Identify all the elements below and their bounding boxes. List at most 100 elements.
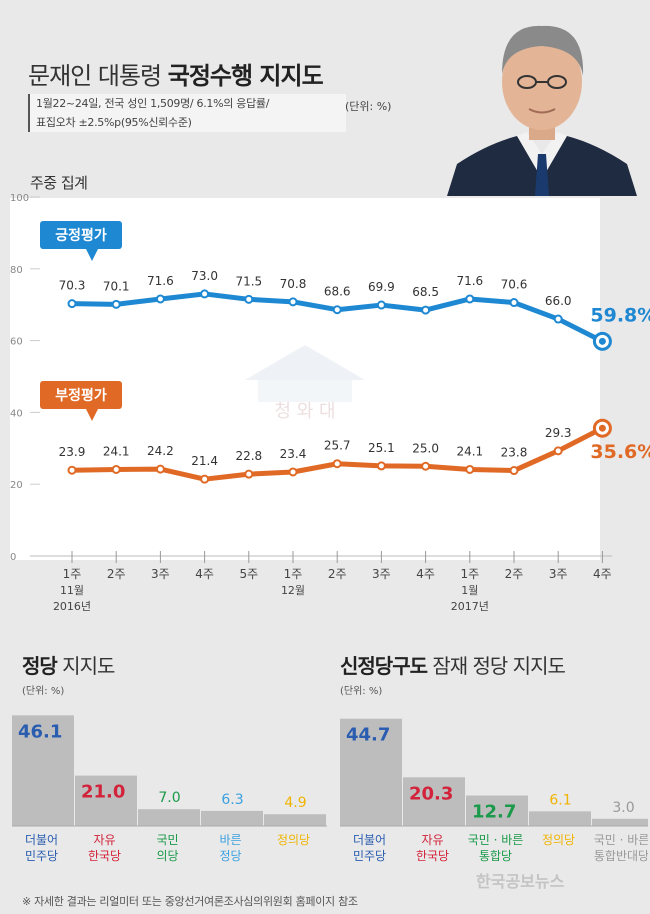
new-party-category-label: 더불어: [353, 833, 386, 847]
page-title: 문재인 대통령 국정수행 지지도: [28, 62, 324, 90]
party-bar: [201, 810, 263, 826]
new-party-value-label: 12.7: [472, 802, 516, 823]
weekly-label: 주중 집계: [30, 174, 88, 192]
new-party-category-label: 자유: [421, 833, 443, 847]
party-bar: [75, 775, 137, 826]
series-value-label: 24.1: [456, 444, 483, 458]
legend-badge-label: 긍정평가: [55, 227, 107, 244]
series-data-point: [421, 461, 431, 471]
series-value-label: 22.8: [235, 449, 262, 463]
survey-info: 1월22~24일, 전국 성인 1,509명/ 6.1%의 응답률/ 표집오차 …: [28, 94, 346, 132]
month-label: 12월: [281, 584, 305, 597]
legend-badge-pointer: [86, 249, 98, 261]
series-value-label: 71.5: [235, 274, 262, 288]
party-category-label: 바른: [219, 833, 241, 847]
new-party-value-label: 44.7: [346, 725, 390, 746]
new-party-bar: [529, 811, 591, 826]
month-label: 11월: [60, 584, 84, 597]
y-tick-label: 60: [10, 337, 23, 348]
new-party-category-label: 국민 · 바른: [594, 833, 648, 847]
party-bar: [264, 814, 326, 826]
party-unit-label: (단위: %): [22, 686, 65, 697]
series-data-point: [509, 298, 519, 308]
x-tick-label: 3주: [151, 567, 170, 581]
month-label: 1월: [461, 584, 478, 597]
x-tick-label: 4주: [416, 567, 435, 581]
emblem-text: 청 와 대: [274, 401, 335, 422]
party-category-label: 민주당: [25, 849, 58, 863]
approval-legend-badge: 긍정평가: [40, 221, 122, 261]
x-tick-label: 3주: [549, 567, 568, 581]
watermark-text: 한국공보뉴스: [476, 872, 565, 891]
series-data-point: [200, 289, 210, 299]
new-party-value-label: 3.0: [612, 800, 634, 816]
x-tick-label: 4주: [195, 567, 214, 581]
approval-line-chart: 청 와 대 0 20 40 60 80 100 1주 2주 3주 4주 5주 1주 2주 3주 4주 1주 2주 3…: [10, 193, 650, 613]
survey-line-1: 1월22~24일, 전국 성인 1,509명/ 6.1%의 응답률/: [36, 97, 270, 110]
survey-line-2: 표집오차 ±2.5%p(95%신뢰수준): [36, 116, 192, 129]
new-party-value-label: 6.1: [549, 792, 571, 808]
x-tick-label: 1주: [63, 567, 82, 581]
party-category-label: 자유: [93, 833, 115, 847]
legend-badge-box: [40, 221, 122, 249]
x-tick-label: 5주: [239, 567, 258, 581]
new-party-category-label: 국민 · 바른: [468, 833, 524, 847]
series-value-label: 68.6: [324, 285, 351, 299]
x-tick-label: 3주: [372, 567, 391, 581]
series-value-label: 23.8: [501, 446, 528, 460]
series-data-point: [111, 299, 121, 309]
party-category-label: 한국당: [88, 849, 121, 863]
party-value-label: 6.3: [221, 792, 243, 808]
party-support-title: 정당 지지도: [22, 654, 115, 678]
series-value-label: 70.3: [59, 279, 86, 293]
year-label: 2016년: [53, 600, 91, 613]
series-data-point: [421, 305, 431, 315]
x-tick-label: 2주: [328, 567, 347, 581]
series-data-point: [376, 461, 386, 471]
series-value-label: 25.0: [412, 441, 439, 455]
series-end-value-label: 35.6%: [590, 441, 650, 463]
party-value-label: 4.9: [284, 795, 306, 811]
party-bar: [138, 809, 200, 826]
series-value-label: 24.1: [103, 444, 130, 458]
series-data-point: [376, 300, 386, 310]
x-tick-label: 2주: [107, 567, 126, 581]
series-value-label: 23.4: [280, 447, 307, 461]
y-tick-label: 100: [10, 193, 29, 204]
party-category-label: 정의당: [277, 833, 310, 847]
new-party-bar: [340, 718, 402, 826]
disapproval-legend-badge: 부정평가: [40, 381, 122, 421]
blue-house-emblem: 청 와 대: [245, 345, 365, 422]
series-data-point: [111, 464, 121, 474]
series-data-point: [155, 294, 165, 304]
series-data-point: [553, 446, 563, 456]
party-value-label: 46.1: [18, 721, 62, 742]
series-data-point: [332, 459, 342, 469]
series-value-label: 69.9: [368, 280, 395, 294]
new-party-bar: [403, 777, 465, 826]
series-data-point: [67, 299, 77, 309]
y-tick-label: 40: [10, 408, 23, 419]
series-end-value-label: 59.8%: [590, 304, 650, 326]
series-end-point-dot: [598, 424, 606, 432]
party-bar: [12, 715, 74, 826]
legend-badge-box: [40, 381, 122, 409]
new-party-bar: [592, 818, 648, 826]
new-party-category-label: 통합반대당: [594, 849, 648, 863]
series-data-point: [465, 464, 475, 474]
footer-note: ※ 자세한 결과는 리얼미터 또는 중앙선거여론조사심의위원회 홈페이지 참조: [22, 895, 358, 908]
y-tick-label: 20: [10, 480, 23, 491]
party-value-label: 21.0: [81, 782, 125, 803]
series-data-point: [200, 474, 210, 484]
new-party-bar: [466, 795, 528, 826]
series-end-point-dot: [598, 337, 606, 345]
new-party-support-title: 신정당구도 잠재 정당 지지도: [340, 654, 566, 678]
series-data-point: [244, 469, 254, 479]
chart-background: [10, 198, 600, 560]
approval-series-line: [69, 291, 605, 344]
series-value-label: 25.1: [368, 441, 395, 455]
party-value-label: 7.0: [158, 790, 180, 806]
legend-badge-pointer: [86, 409, 98, 421]
